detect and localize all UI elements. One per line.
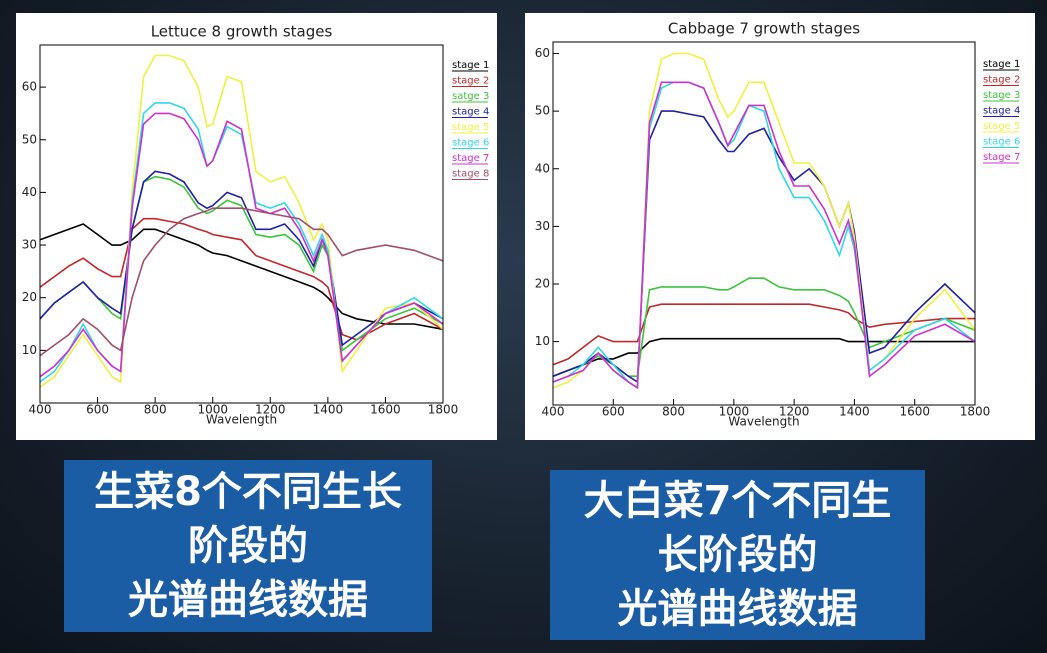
caption-line: 阶段的 — [188, 523, 308, 569]
spectrum-line — [39, 112, 444, 378]
y-tick-label: 30 — [535, 219, 550, 233]
legend-label: stage 1 — [983, 59, 1020, 70]
y-tick-label: 10 — [535, 334, 550, 348]
legend-label: stage 5 — [452, 122, 489, 133]
plot-frame — [552, 41, 976, 406]
spectrum-line — [39, 217, 444, 341]
legend-label: stage 6 — [452, 138, 489, 149]
x-tick-label: 600 — [602, 405, 625, 419]
legend-label: stage 2 — [983, 75, 1020, 86]
y-tick-label: 60 — [535, 46, 550, 60]
legend-label: stage 2 — [452, 76, 489, 87]
x-tick-label: 400 — [542, 405, 565, 419]
y-tick-label: 30 — [22, 238, 37, 252]
x-tick-label: 600 — [86, 403, 109, 417]
y-tick-label: 20 — [535, 277, 550, 291]
caption-line: 生菜8个不同生长 — [94, 469, 402, 515]
legend-label: stage 7 — [983, 152, 1020, 163]
y-tick-label: 40 — [535, 161, 550, 175]
legend-label: stage 7 — [452, 153, 489, 164]
x-tick-label: 1800 — [428, 403, 459, 417]
y-tick-label: 10 — [22, 343, 37, 357]
caption-line: 光谱曲线数据 — [617, 586, 858, 632]
legend-label: stage 6 — [983, 137, 1020, 148]
x-tick-label: 1400 — [839, 405, 870, 419]
spectrum-line — [552, 110, 976, 384]
spectrum-line — [552, 337, 975, 377]
legend-label: stage 4 — [983, 106, 1020, 117]
caption: 大白菜7个不同生 长阶段的光谱曲线数据 — [550, 470, 925, 640]
x-tick-label: 1800 — [960, 405, 991, 419]
y-tick-label: 60 — [22, 80, 37, 94]
x-tick-label: 1200 — [779, 405, 810, 419]
x-axis-label: Wavelength — [728, 415, 799, 429]
x-tick-label: 1600 — [370, 403, 401, 417]
x-tick-label: 1200 — [255, 403, 286, 417]
plot-frame — [39, 44, 444, 404]
x-tick-label: 800 — [662, 405, 685, 419]
chart-panel — [525, 13, 1035, 440]
x-tick-label: 1000 — [197, 403, 228, 417]
spectrum-line — [552, 303, 975, 366]
legend-label: satge 3 — [452, 91, 489, 102]
spectrum-line — [39, 207, 444, 357]
y-tick-label: 40 — [22, 185, 37, 199]
legend-label: stage 4 — [452, 107, 489, 118]
legend-label: stage 8 — [452, 169, 489, 180]
legend-label: stage 3 — [983, 90, 1020, 101]
caption-line: 光谱曲线数据 — [128, 577, 368, 623]
spectrum-line — [552, 81, 976, 390]
x-tick-label: 800 — [144, 403, 167, 417]
chart-panel — [16, 13, 497, 440]
x-tick-label: 1000 — [719, 405, 750, 419]
y-tick-label: 20 — [22, 290, 37, 304]
chart-title: Cabbage 7 growth stages — [668, 20, 860, 38]
x-tick-label: 400 — [29, 403, 52, 417]
caption-line: 长阶段的 — [657, 532, 818, 578]
chart-title: Lettuce 8 growth stages — [151, 23, 333, 41]
caption: 生菜8个不同生长 阶段的光谱曲线数据 — [64, 460, 432, 632]
legend-label: stage 1 — [452, 60, 489, 71]
y-tick-label: 50 — [535, 104, 550, 118]
legend-label: stage 5 — [983, 121, 1020, 132]
x-axis-label: Wavelength — [206, 413, 277, 427]
y-tick-label: 50 — [22, 132, 37, 146]
x-tick-label: 1600 — [899, 405, 930, 419]
caption-line: 大白菜7个不同生 — [583, 478, 892, 524]
x-tick-label: 1400 — [313, 403, 344, 417]
